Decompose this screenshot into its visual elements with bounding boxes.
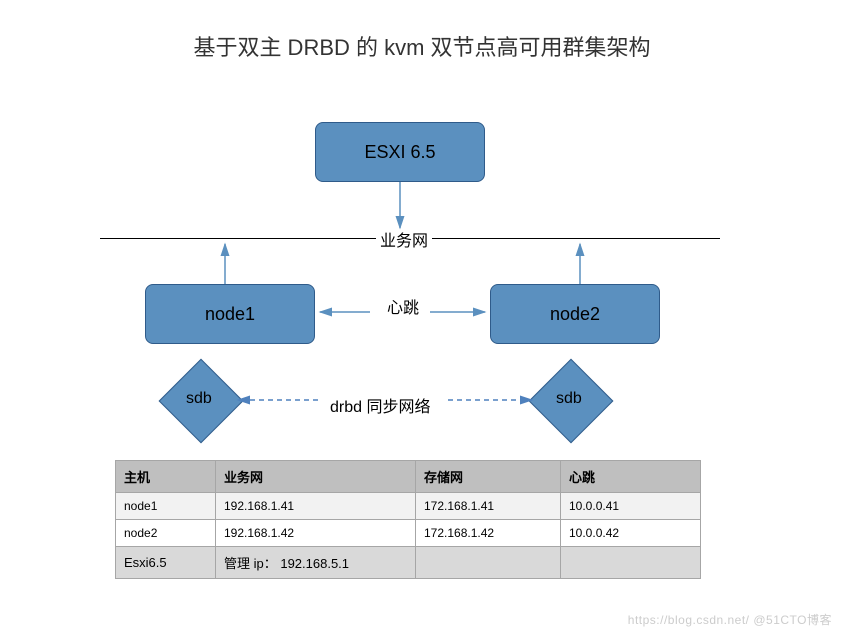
sdb-label-right: sdb bbox=[556, 390, 582, 408]
table-cell: 192.168.1.42 bbox=[216, 520, 416, 547]
node1-box: node1 bbox=[145, 284, 315, 344]
table-row: node2192.168.1.42172.168.1.4210.0.0.42 bbox=[116, 520, 701, 547]
network-table: 主机业务网存储网心跳 node1192.168.1.41172.168.1.41… bbox=[115, 460, 701, 579]
table-footer-row: Esxi6.5管理 ip： 192.168.5.1 bbox=[116, 547, 701, 579]
business-network-label: 业务网 bbox=[376, 227, 432, 251]
table-header-row: 主机业务网存储网心跳 bbox=[116, 461, 701, 493]
drbd-sync-label: drbd 同步网络 bbox=[326, 393, 434, 417]
table-row: node1192.168.1.41172.168.1.4110.0.0.41 bbox=[116, 493, 701, 520]
table-footer-cell bbox=[561, 547, 701, 579]
watermark-text: https://blog.csdn.net/ @51CTO博客 bbox=[628, 611, 832, 628]
node2-label: node2 bbox=[550, 304, 600, 325]
table-cell: 172.168.1.41 bbox=[416, 493, 561, 520]
table-footer-cell: 管理 ip： 192.168.5.1 bbox=[216, 547, 416, 579]
table-cell: 172.168.1.42 bbox=[416, 520, 561, 547]
table-cell: node1 bbox=[116, 493, 216, 520]
table-header-cell: 存储网 bbox=[416, 461, 561, 493]
heartbeat-label: 心跳 bbox=[383, 294, 423, 318]
table-footer-cell bbox=[416, 547, 561, 579]
table-cell: 10.0.0.41 bbox=[561, 493, 701, 520]
table-footer-cell: Esxi6.5 bbox=[116, 547, 216, 579]
table-header-cell: 主机 bbox=[116, 461, 216, 493]
table-cell: 192.168.1.41 bbox=[216, 493, 416, 520]
esxi-label: ESXI 6.5 bbox=[364, 142, 435, 163]
table-cell: 10.0.0.42 bbox=[561, 520, 701, 547]
node1-label: node1 bbox=[205, 304, 255, 325]
node2-box: node2 bbox=[490, 284, 660, 344]
sdb-label-left: sdb bbox=[186, 390, 212, 408]
diagram-title: 基于双主 DRBD 的 kvm 双节点高可用群集架构 bbox=[0, 30, 844, 62]
table-cell: node2 bbox=[116, 520, 216, 547]
table-header-cell: 业务网 bbox=[216, 461, 416, 493]
esxi-box: ESXI 6.5 bbox=[315, 122, 485, 182]
table-header-cell: 心跳 bbox=[561, 461, 701, 493]
